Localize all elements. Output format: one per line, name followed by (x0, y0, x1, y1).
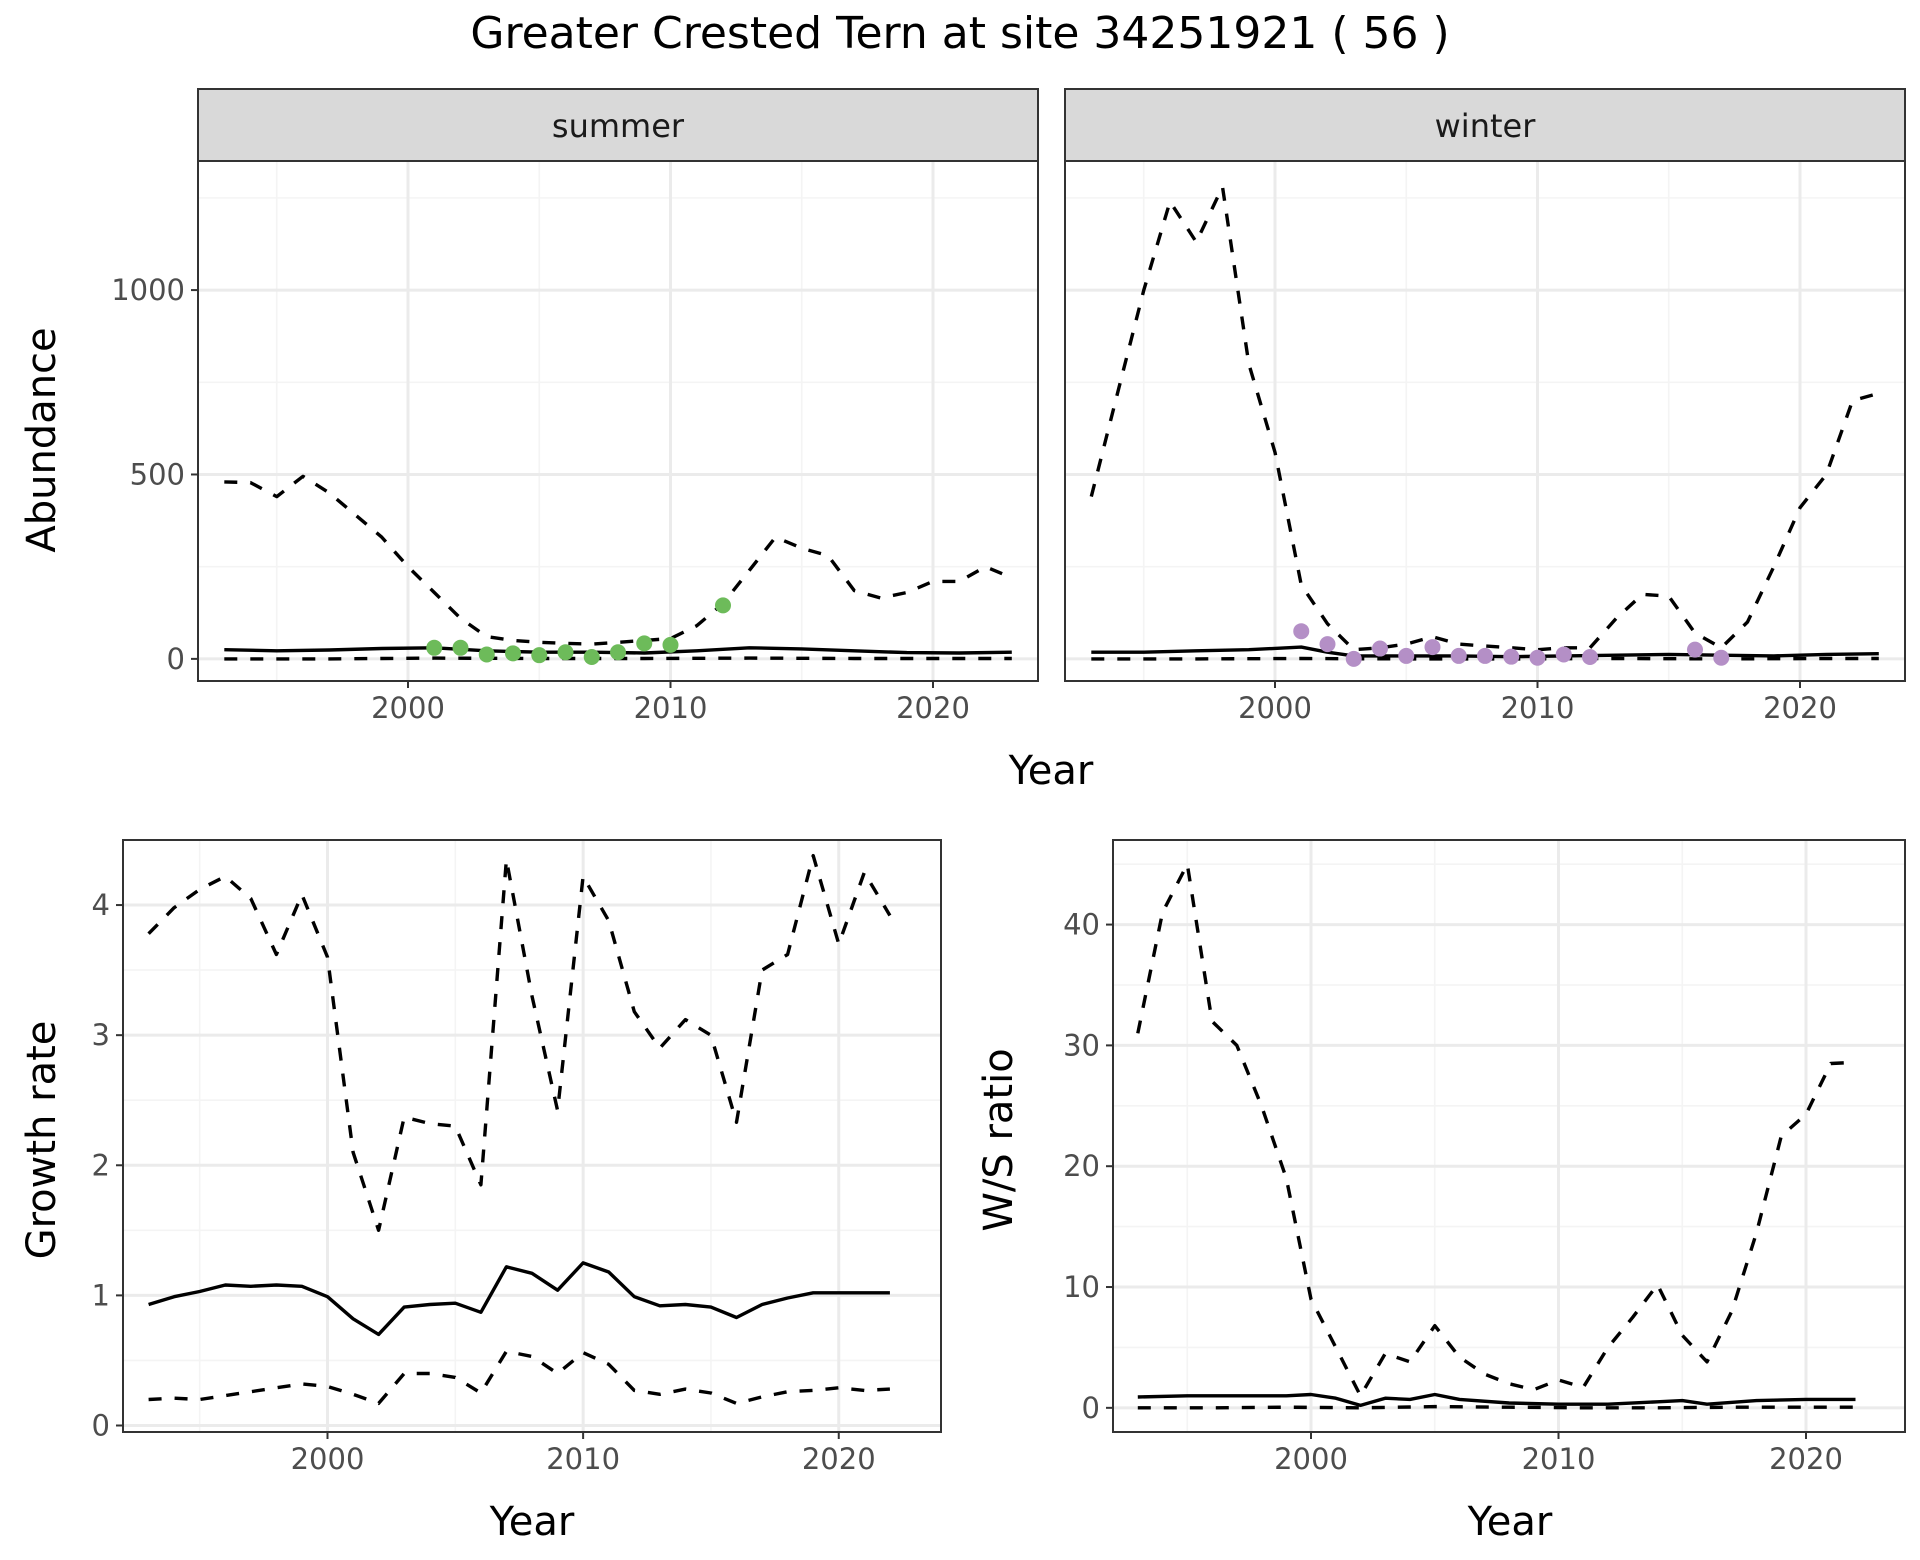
x-axis-title-top: Year (1008, 748, 1094, 794)
panel-abundance-winter: winter 2000 2010 2020 (1064, 88, 1906, 725)
x-tick-label: 2010 (1501, 691, 1575, 725)
observed-point (583, 649, 600, 666)
panel-frame (1064, 160, 1906, 682)
series-line-lower (1137, 1404, 1856, 1410)
y-tick-label: 20 (1063, 1149, 1100, 1183)
x-tick-label: 2000 (371, 691, 445, 725)
x-tick-label: 2020 (1769, 1442, 1843, 1476)
x-tick-label: 2010 (546, 1442, 620, 1476)
facet-strip-summer (197, 88, 1039, 162)
panel-ws-ratio: 2000 2010 2020 0 10 20 30 40 W/S ratio Year (976, 839, 1906, 1545)
y-tick-label: 10 (1063, 1270, 1100, 1304)
y-tick-label: 3 (92, 1018, 110, 1052)
series-line-lower (224, 656, 1012, 661)
x-tick-label: 2010 (634, 691, 708, 725)
plot-ws-ratio: 2000 2010 2020 0 10 20 30 40 (1063, 839, 1906, 1476)
facet-label-winter: winter (1435, 107, 1537, 145)
series-group (1089, 185, 1880, 667)
observed-point (1503, 648, 1520, 665)
y-tick-label: 2 (92, 1148, 110, 1182)
observed-point (1372, 640, 1388, 657)
x-axis-title-growth-rate: Year (489, 1499, 575, 1545)
observed-point (1555, 646, 1572, 663)
observed-point (636, 635, 653, 652)
panel-frame (1112, 839, 1906, 1433)
y-axis-title-abundance: Abundance (19, 327, 65, 552)
x-axis-title-ws-ratio: Year (1467, 1499, 1553, 1545)
observed-point (1345, 650, 1362, 667)
facet-label-summer: summer (552, 107, 685, 145)
y-tick-label: 0 (1082, 1391, 1100, 1425)
y-tick-label: 0 (92, 1408, 110, 1442)
observed-point (478, 646, 495, 663)
x-tick-label: 2000 (291, 1442, 365, 1476)
observed-point (557, 644, 574, 661)
plot-abundance-summer: 2000 2010 2020 0 500 1000 (111, 160, 1039, 725)
grid (1113, 840, 1905, 1432)
plot-growth-rate: 2000 2010 2020 0 1 2 3 4 (92, 839, 942, 1476)
observed-point (1450, 647, 1467, 664)
y-tick-label: 0 (167, 642, 185, 676)
y-tick-label: 1 (92, 1278, 110, 1312)
observed-point (1477, 647, 1493, 664)
grid (1065, 161, 1905, 681)
x-tick-label: 2020 (1763, 691, 1837, 725)
panel-frame (122, 839, 942, 1433)
grid (123, 839, 941, 1432)
y-tick-label: 30 (1063, 1028, 1100, 1062)
x-tick-label: 2000 (1274, 1442, 1348, 1476)
series-line-estimate (148, 1261, 890, 1337)
y-tick-label: 500 (130, 457, 185, 491)
x-tick-label: 2020 (802, 1442, 876, 1476)
series-group (147, 853, 892, 1406)
observed-point (1319, 636, 1336, 653)
observed-point (1293, 623, 1310, 640)
series-line-estimate (1137, 1392, 1856, 1408)
figure-title: Greater Crested Tern at site 34251921 ( … (470, 8, 1449, 59)
observed-point (1687, 641, 1703, 658)
observed-point (662, 636, 679, 653)
observed-point (531, 647, 548, 664)
observed-point (452, 639, 469, 656)
panel-frame (197, 160, 1039, 682)
observed-point (1398, 647, 1415, 664)
observed-point (426, 639, 443, 656)
observed-point (1529, 649, 1546, 666)
x-tick-label: 2000 (1238, 691, 1312, 725)
grid (198, 161, 1038, 681)
panel-growth-rate: 2000 2010 2020 0 1 2 3 4 Growth rate Year (19, 839, 942, 1545)
observed-point (1582, 649, 1598, 666)
x-tick-label: 2010 (1522, 1442, 1596, 1476)
observed-point (1713, 649, 1730, 666)
y-tick-label: 40 (1063, 908, 1100, 942)
series-line-upper (1136, 862, 1856, 1398)
observed-point (610, 644, 626, 661)
observed-point (1424, 639, 1441, 656)
y-tick-label: 1000 (111, 273, 185, 307)
x-tick-label: 2020 (896, 691, 970, 725)
series-line-upper (147, 853, 892, 1232)
observed-point (715, 597, 731, 614)
y-axis-title-ws-ratio: W/S ratio (976, 1048, 1022, 1231)
y-tick-label: 4 (92, 888, 110, 922)
series-group (224, 474, 1013, 666)
observed-point (505, 645, 521, 662)
series-line-upper (224, 474, 1013, 646)
series-line-upper (1089, 185, 1880, 652)
facet-strip-winter (1064, 88, 1906, 162)
y-axis-title-growth-rate: Growth rate (19, 1021, 65, 1260)
series-line-lower (148, 1349, 890, 1406)
series-group (1136, 862, 1856, 1410)
plot-abundance-winter: 2000 2010 2020 (1064, 160, 1906, 725)
panel-abundance-summer: summer 2000 2010 2020 0 500 1000 (111, 88, 1039, 725)
